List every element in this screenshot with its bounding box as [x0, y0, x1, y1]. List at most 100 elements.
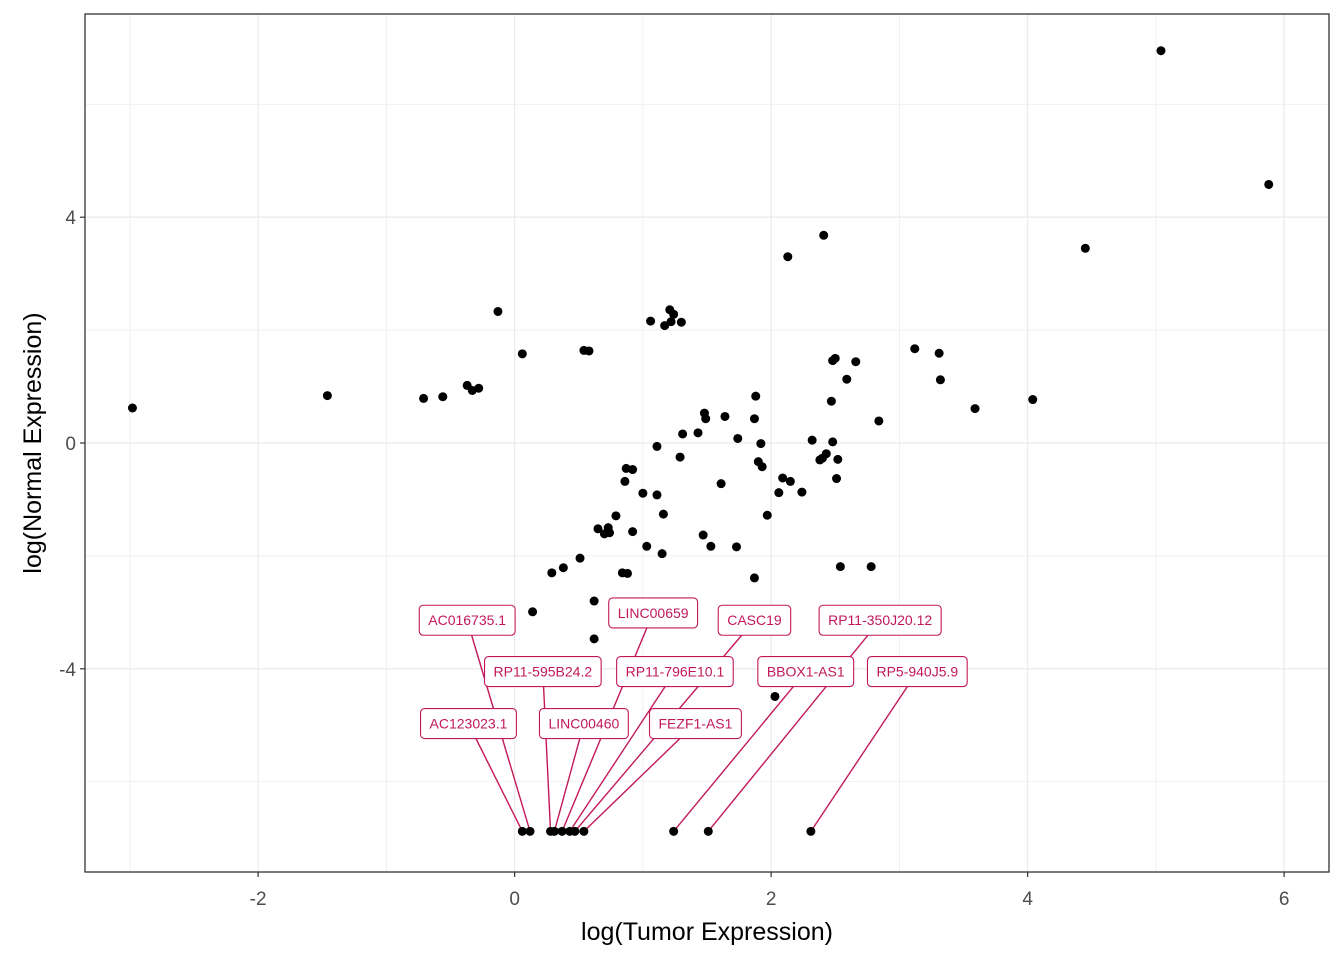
- data-point: [783, 252, 793, 262]
- data-point: [756, 439, 766, 449]
- data-point: [589, 596, 599, 606]
- data-point: [757, 462, 767, 472]
- axis-ticks: -2 0 2 4 6 -4 0 4: [59, 208, 1289, 910]
- x-tick-label: 0: [509, 889, 520, 910]
- data-point: [620, 476, 630, 486]
- data-point: [589, 634, 599, 644]
- data-point: [828, 437, 838, 447]
- point-label-box: [483, 656, 602, 688]
- point-label: RP5-940J5.9: [866, 656, 968, 688]
- data-point: [819, 230, 829, 240]
- data-point: [657, 549, 667, 559]
- data-point: [642, 541, 652, 551]
- point-label-text: RP5-940J5.9: [876, 664, 958, 680]
- data-point: [733, 433, 743, 443]
- data-point: [749, 414, 759, 424]
- point-label-box: [538, 707, 629, 740]
- data-point: [669, 309, 679, 319]
- data-point: [438, 392, 448, 402]
- data-point: [669, 826, 679, 836]
- data-point: [517, 349, 527, 359]
- y-tick-label: -4: [59, 660, 76, 681]
- label-connector: [475, 738, 523, 832]
- point-label-text: AC123023.1: [430, 716, 508, 732]
- y-axis-title: log(Normal Expression): [19, 312, 47, 573]
- data-point: [593, 524, 603, 534]
- data-point: [1264, 179, 1274, 189]
- data-point: [815, 455, 825, 465]
- x-tick-label: 4: [1022, 889, 1033, 910]
- point-label: RP11-796E10.1: [616, 656, 734, 688]
- data-points: [127, 46, 1274, 836]
- data-point: [826, 396, 836, 406]
- point-label-text: BBOX1-AS1: [767, 664, 845, 680]
- data-point: [558, 563, 568, 573]
- x-tick-label: 2: [766, 889, 777, 910]
- data-point: [579, 826, 589, 836]
- point-label: AC123023.1: [419, 707, 517, 740]
- data-point: [1156, 46, 1166, 56]
- data-point: [666, 317, 676, 327]
- data-point: [549, 826, 559, 836]
- point-label: FEZF1-AS1: [648, 707, 742, 740]
- data-point: [1080, 243, 1090, 253]
- data-point: [698, 530, 708, 540]
- point-label: LINC00659: [608, 597, 699, 629]
- data-point: [599, 529, 609, 539]
- data-point: [628, 465, 638, 475]
- data-point: [678, 429, 688, 439]
- data-point: [806, 826, 816, 836]
- point-label-box: [608, 597, 699, 629]
- data-point: [751, 391, 761, 401]
- data-point: [935, 375, 945, 385]
- point-label-box: [648, 707, 742, 740]
- data-point: [720, 411, 730, 421]
- data-point: [833, 454, 843, 464]
- data-point: [517, 826, 527, 836]
- data-point: [611, 511, 621, 521]
- data-point: [693, 428, 703, 438]
- data-point: [731, 542, 741, 552]
- data-point: [807, 435, 817, 445]
- point-label: CASC19: [717, 604, 792, 636]
- point-label: RP11-595B24.2: [483, 656, 602, 688]
- data-point: [706, 541, 716, 551]
- data-point: [628, 527, 638, 537]
- y-tick-label: 4: [65, 208, 76, 229]
- data-point: [528, 607, 538, 617]
- point-label-text: RP11-595B24.2: [494, 664, 593, 680]
- point-label: LINC00460: [538, 707, 629, 740]
- data-point: [1028, 395, 1038, 405]
- point-label-box: [418, 604, 516, 636]
- data-point: [557, 826, 567, 836]
- data-point: [874, 416, 884, 426]
- point-label: RP11-350J20.12: [818, 604, 942, 636]
- y-tick-label: 0: [65, 434, 76, 455]
- label-connector: [810, 686, 908, 832]
- data-point: [970, 404, 980, 414]
- data-point: [646, 316, 656, 326]
- label-connector: [553, 738, 581, 832]
- point-label-text: FEZF1-AS1: [659, 716, 733, 732]
- point-label-box: [616, 656, 734, 688]
- point-label-text: LINC00460: [548, 716, 619, 732]
- point-label-box: [866, 656, 968, 688]
- data-point: [716, 479, 726, 489]
- data-point: [493, 306, 503, 316]
- data-point: [547, 568, 557, 578]
- point-label-text: AC016735.1: [428, 612, 506, 628]
- data-point: [774, 488, 784, 498]
- data-point: [851, 357, 861, 367]
- data-point: [570, 826, 580, 836]
- data-point: [322, 391, 332, 401]
- data-point: [622, 568, 632, 578]
- point-label: BBOX1-AS1: [757, 656, 855, 688]
- data-point: [703, 826, 713, 836]
- data-point: [658, 509, 668, 519]
- data-point: [785, 476, 795, 486]
- data-point: [762, 510, 772, 520]
- point-label-text: CASC19: [727, 612, 782, 628]
- data-point: [676, 317, 686, 327]
